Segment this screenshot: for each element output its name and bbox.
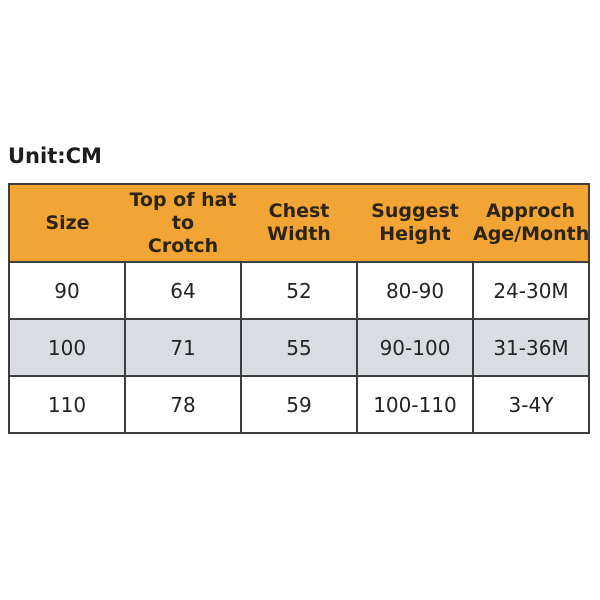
table-cell: 100-110 <box>356 375 474 434</box>
table-cell: 31-36M <box>472 318 590 377</box>
header-line: Crotch <box>147 234 219 257</box>
table-cell: 52 <box>240 261 358 320</box>
column-header-chest-width: Chest Width <box>241 184 357 263</box>
header-line: Height <box>379 223 451 245</box>
table-cell: 90-100 <box>356 318 474 377</box>
table-cell: 59 <box>240 375 358 434</box>
table-row-size-90: 90 64 52 80-90 24-30M <box>8 261 590 320</box>
table-cell: 110 <box>8 375 126 434</box>
table-cell: 3-4Y <box>472 375 590 434</box>
header-line: Top of hat to <box>129 188 237 234</box>
header-row: Size Top of hat to Crotch Chest Width Su… <box>9 184 590 263</box>
table-cell: 80-90 <box>356 261 474 320</box>
header-line: Size <box>45 211 90 234</box>
table-row-size-110: 110 78 59 100-110 3-4Y <box>8 375 590 434</box>
table-row-size-100: 100 71 55 90-100 31-36M <box>8 318 590 377</box>
column-header-approch-age-month: Approch Age/Month <box>473 184 590 263</box>
table-cell: 100 <box>8 318 126 377</box>
size-table: Size Top of hat to Crotch Chest Width Su… <box>8 183 590 434</box>
header-line: Width <box>267 223 331 245</box>
header-line: Approch <box>485 200 576 222</box>
table-cell: 78 <box>124 375 242 434</box>
table-cell: 24-30M <box>472 261 590 320</box>
header-line: Suggest <box>371 200 459 222</box>
column-header-size: Size <box>9 184 125 263</box>
header-line: Age/Month <box>473 223 590 245</box>
header-line: Chest <box>268 200 330 222</box>
table-cell: 90 <box>8 261 126 320</box>
column-header-suggest-height: Suggest Height <box>357 184 473 263</box>
column-header-top-of-hat-to-crotch: Top of hat to Crotch <box>125 184 241 263</box>
table-cell: 55 <box>240 318 358 377</box>
table-cell: 64 <box>124 261 242 320</box>
table-cell: 71 <box>124 318 242 377</box>
unit-label: Unit:CM <box>8 144 102 168</box>
